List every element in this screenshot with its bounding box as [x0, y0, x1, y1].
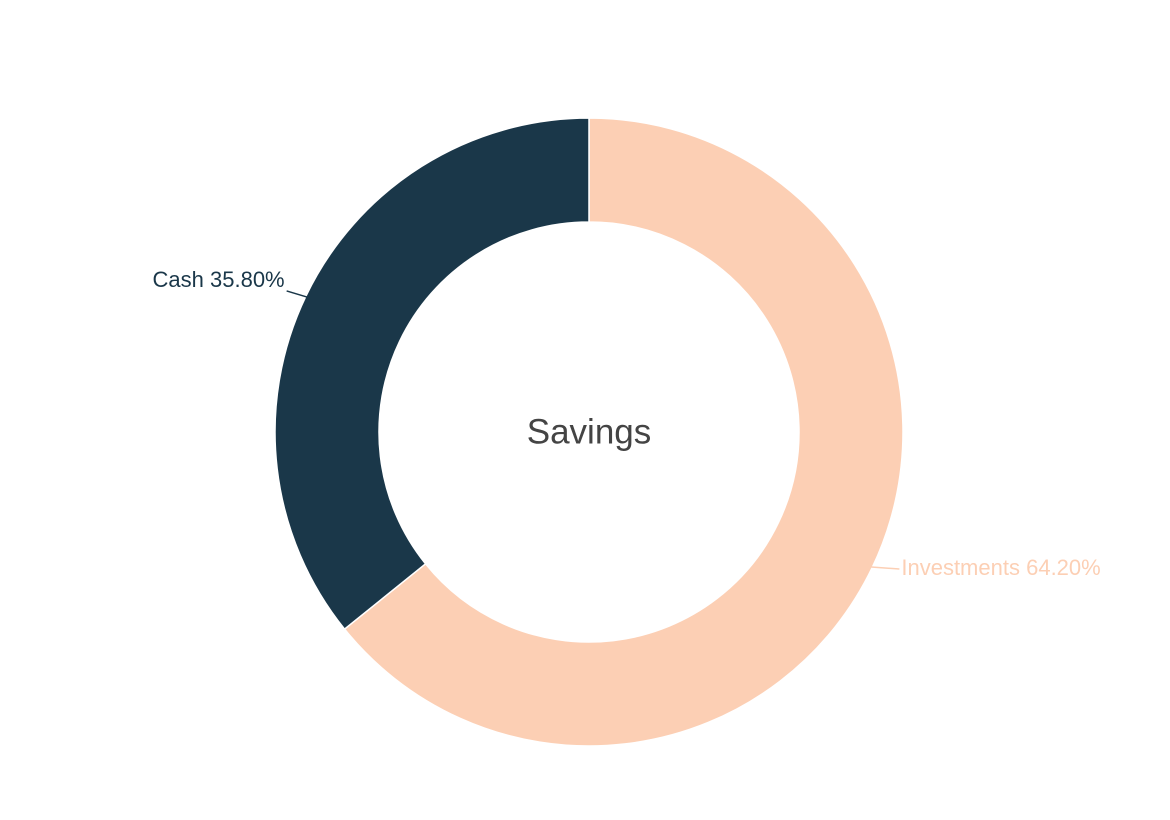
slice — [274, 117, 590, 631]
value-label: 64.20% — [1026, 555, 1101, 580]
leader-line — [871, 566, 900, 570]
slice — [343, 117, 904, 747]
leader-line — [286, 290, 307, 298]
category-name: Investments — [901, 555, 1020, 580]
chart-title: Savings — [527, 412, 652, 451]
value-label: 35.80% — [210, 267, 285, 292]
slice-label: Investments 64.20% — [901, 555, 1100, 580]
category-name: Cash — [153, 267, 204, 292]
slice-label: Cash 35.80% — [153, 267, 285, 292]
